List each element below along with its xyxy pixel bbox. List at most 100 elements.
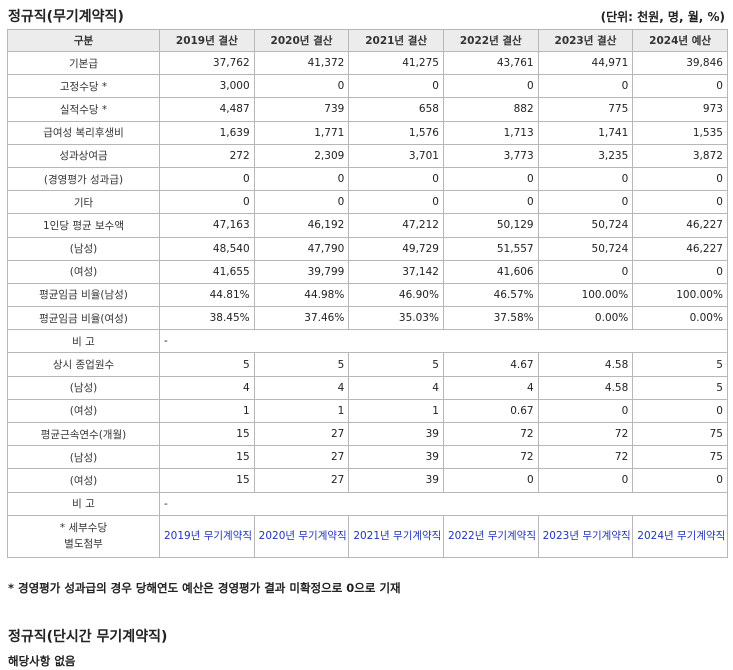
value-cell: 0	[632, 190, 728, 215]
value-cell: 1,713	[442, 120, 539, 145]
attachment-link[interactable]: 2021년 무기계약직 세부수당.xlsx	[353, 530, 442, 543]
value-cell: 46.90%	[348, 282, 444, 308]
value-cell: 0	[537, 468, 634, 493]
row-label: 상시 종업원수	[7, 352, 160, 377]
attachment-link[interactable]: 2020년 무기계약직 세부수당.xlsx	[258, 530, 348, 543]
value-cell: 48,540	[159, 236, 255, 261]
value-cell: 51,557	[442, 236, 539, 261]
table-row: 평균임금 비율(남성) 44.81% 44.98% 46.90% 46.57% 100.0…	[7, 282, 728, 308]
value-cell: 50,724	[537, 236, 634, 261]
table-row: 평균임금 비율(여성) 38.45% 37.46% 35.03% 37.58% 0.00%…	[7, 306, 728, 331]
value-cell: 37,142	[348, 259, 444, 284]
remarks-label: 비 고	[7, 329, 160, 354]
value-cell: 4.58	[537, 375, 634, 400]
table-row: (남성) 48,540 47,790 49,729 51,557 50,724 46,227	[7, 236, 728, 261]
value-cell: 1,771	[253, 120, 350, 145]
remarks-value: -	[159, 491, 728, 516]
title-row: 정규직(무기계약직) (단위: 천원, 명, 월, %)	[8, 6, 725, 26]
value-cell: 0	[348, 74, 444, 99]
value-cell: 39	[348, 421, 444, 447]
value-cell: 27	[253, 468, 350, 493]
table-header-row: 구분 2019년 결산 2020년 결산 2021년 결산 2022년 결산 2…	[7, 29, 728, 52]
value-cell: 50,129	[442, 213, 539, 238]
value-cell: 0.00%	[537, 306, 634, 331]
attachment-link[interactable]: 2024년 무기계약직 세부수당.xlsx	[637, 530, 726, 543]
value-cell: 0	[442, 468, 539, 493]
attachment-link[interactable]: 2022년 무기계약직 세부수당.xlsx	[447, 530, 537, 543]
value-cell: 72	[537, 445, 634, 470]
attachment-cell: 2019년 무기계약직 세부수당.xlsx	[159, 514, 255, 558]
value-cell: 44,971	[537, 50, 634, 76]
value-cell: 41,655	[159, 259, 255, 284]
value-cell: 41,606	[442, 259, 539, 284]
attachments-label-line: * 세부수당	[59, 522, 108, 535]
value-cell: 5	[253, 352, 350, 377]
value-cell: 5	[632, 352, 728, 377]
value-cell: 3,000	[159, 74, 255, 99]
header-year: 2024년 예산	[632, 29, 728, 52]
section-title: 정규직(단시간 무기계약직)	[8, 629, 168, 645]
page-title: 정규직(무기계약직)	[8, 9, 124, 25]
value-cell: 0	[537, 259, 634, 284]
value-cell: 39	[348, 468, 444, 493]
value-cell: 15	[159, 445, 255, 470]
value-cell: 44.98%	[253, 282, 350, 308]
value-cell: 882	[442, 97, 539, 122]
compensation-table: 구분 2019년 결산 2020년 결산 2021년 결산 2022년 결산 2…	[7, 29, 728, 558]
value-cell: 0	[159, 166, 255, 192]
value-cell: 3,872	[632, 143, 728, 168]
value-cell: 37,762	[159, 50, 255, 76]
value-cell: 0	[632, 398, 728, 424]
value-cell: 0	[537, 398, 634, 424]
table-row: 평균근속연수(개월) 15 27 39 72 72 75	[7, 421, 728, 447]
value-cell: 44.81%	[159, 282, 255, 308]
table-row: 고정수당 * 3,000 0 0 0 0 0	[7, 74, 728, 99]
header-year: 2023년 결산	[537, 29, 634, 52]
value-cell: 0	[537, 190, 634, 215]
value-cell: 75	[632, 445, 728, 470]
value-cell: 47,212	[348, 213, 444, 238]
value-cell: 1,576	[348, 120, 444, 145]
header-year: 2021년 결산	[348, 29, 444, 52]
value-cell: 72	[442, 445, 539, 470]
table-row: 급여성 복리후생비 1,639 1,771 1,576 1,713 1,741 1,535	[7, 120, 728, 145]
attachment-cell: 2022년 무기계약직 세부수당.xlsx	[442, 514, 539, 558]
remarks-label: 비 고	[7, 491, 160, 516]
remarks-row: 비 고-	[7, 329, 728, 354]
table-row: (남성) 15 27 39 72 72 75	[7, 445, 728, 470]
value-cell: 4	[159, 375, 255, 400]
value-cell: 3,235	[537, 143, 634, 168]
value-cell: 0	[442, 166, 539, 192]
table-row: 상시 종업원수 5 5 5 4.67 4.58 5	[7, 352, 728, 377]
remarks-row: 비 고-	[7, 491, 728, 516]
value-cell: 1	[159, 398, 255, 424]
value-cell: 43,761	[442, 50, 539, 76]
value-cell: 0	[632, 259, 728, 284]
value-cell: 46,227	[632, 236, 728, 261]
value-cell: 4.67	[442, 352, 539, 377]
value-cell: 41,275	[348, 50, 444, 76]
row-label: 평균임금 비율(여성)	[7, 306, 160, 331]
value-cell: 4,487	[159, 97, 255, 122]
value-cell: 0	[348, 190, 444, 215]
value-cell: 15	[159, 468, 255, 493]
value-cell: 0	[632, 74, 728, 99]
row-label: (여성)	[7, 468, 160, 493]
attachments-label: * 세부수당 별도첨부	[7, 514, 160, 558]
value-cell: 46.57%	[442, 282, 539, 308]
attachment-link[interactable]: 2023년 무기계약직 세부수당.xlsx	[542, 530, 632, 543]
row-label: 급여성 복리후생비	[7, 120, 160, 145]
value-cell: 4	[253, 375, 350, 400]
attachment-link[interactable]: 2019년 무기계약직 세부수당.xlsx	[164, 530, 253, 543]
value-cell: 5	[159, 352, 255, 377]
value-cell: 39,846	[632, 50, 728, 76]
table-row: (여성) 15 27 39 0 0 0	[7, 468, 728, 493]
value-cell: 775	[537, 97, 634, 122]
value-cell: 3,701	[348, 143, 444, 168]
header-category: 구분	[7, 29, 160, 52]
unit-label: (단위: 천원, 명, 월, %)	[600, 10, 725, 24]
value-cell: 5	[632, 375, 728, 400]
value-cell: 1,639	[159, 120, 255, 145]
value-cell: 72	[537, 421, 634, 447]
